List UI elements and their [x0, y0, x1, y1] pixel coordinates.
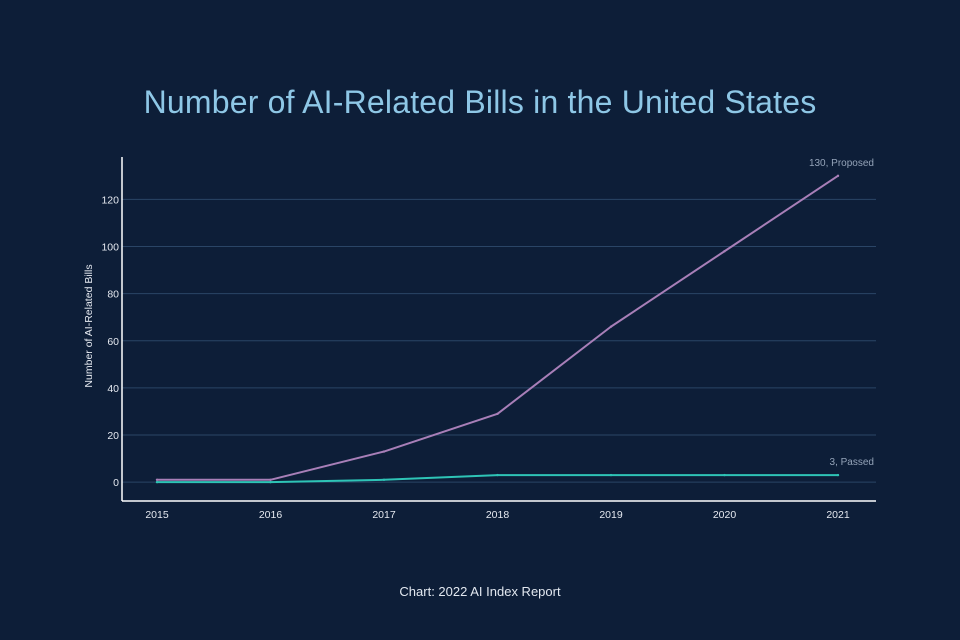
data-point-proposed	[836, 174, 840, 178]
series-end-labels: 130, Proposed 3, Passed	[809, 158, 874, 468]
data-point-proposed	[269, 478, 272, 481]
x-tick-label: 2019	[599, 509, 623, 521]
y-tick-label: 120	[101, 194, 119, 206]
data-point-passed	[836, 473, 840, 477]
data-point-proposed	[609, 325, 613, 328]
data-point-passed	[609, 473, 613, 477]
y-tick-label: 0	[113, 477, 119, 489]
data-point-proposed	[382, 450, 386, 453]
x-tick-label: 2018	[486, 509, 510, 521]
y-tick-labels: 0 20 40 60 80 100 120	[101, 194, 119, 489]
data-point-passed	[269, 480, 272, 484]
y-tick-label: 100	[101, 242, 119, 254]
data-point-passed	[155, 480, 159, 484]
y-axis-title: Number of AI-Related Bills	[83, 264, 95, 387]
series-end-label-proposed: 130, Proposed	[809, 158, 874, 169]
x-tick-label: 2021	[826, 509, 850, 521]
x-tick-label: 2016	[259, 509, 283, 521]
data-point-proposed	[496, 412, 499, 416]
data-point-proposed	[155, 478, 159, 481]
axes	[121, 157, 876, 502]
y-tick-label: 80	[107, 289, 119, 301]
series	[155, 174, 840, 484]
chart-source: Chart: 2022 AI Index Report	[399, 584, 561, 599]
series-end-label-passed: 3, Passed	[830, 457, 874, 468]
data-point-passed	[496, 473, 499, 477]
y-tick-label: 20	[107, 430, 119, 442]
y-tick-label: 40	[107, 383, 119, 395]
x-tick-label: 2017	[372, 509, 396, 521]
x-tick-label: 2015	[145, 509, 169, 521]
series-line-proposed	[156, 174, 839, 481]
data-point-passed	[382, 478, 386, 481]
gridlines	[122, 198, 876, 483]
data-point-proposed	[723, 250, 726, 253]
y-tick-label: 60	[107, 336, 119, 348]
x-tick-label: 2020	[713, 509, 737, 521]
chart-title: Number of AI-Related Bills in the United…	[143, 84, 817, 120]
data-point-passed	[723, 473, 726, 477]
x-tick-labels: 2015 2016 2017 2018 2019 2020 2021	[145, 509, 850, 521]
